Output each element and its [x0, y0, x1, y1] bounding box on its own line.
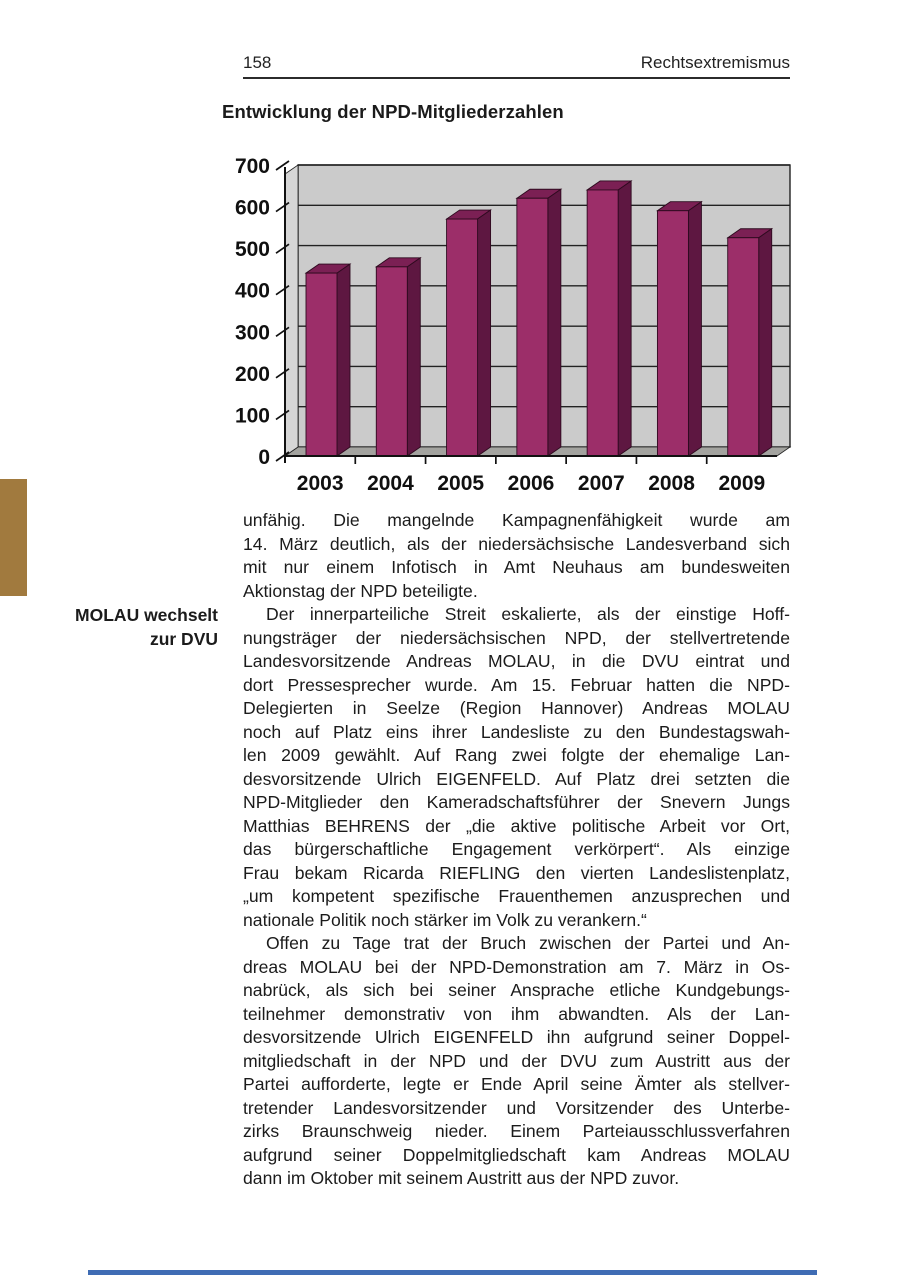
text-line: desvorsitzende Ulrich EIGENFELD ihn aufg…: [243, 1027, 790, 1047]
text-line: Offen zu Tage trat der Bruch zwischen de…: [266, 933, 790, 953]
text-line: Frau bekam Ricarda RIEFLING den vierten …: [243, 862, 790, 883]
text-line: das bürgerschaftliche Engagement verkörp…: [243, 839, 790, 859]
svg-text:2005: 2005: [437, 472, 484, 495]
text-line: aufgrund seiner Doppelmitgliedschaft kam…: [243, 1144, 790, 1165]
svg-text:500: 500: [235, 238, 270, 261]
text-line: nabrück, als sich bei seiner Ansprache e…: [243, 980, 790, 1000]
svg-text:2004: 2004: [367, 472, 414, 495]
page-header: 158 Rechtsextremismus: [243, 53, 790, 75]
text-line: NPD-Mitglieder den Kameradschaftsführer …: [243, 792, 790, 812]
svg-text:100: 100: [235, 404, 270, 427]
svg-text:400: 400: [235, 280, 270, 303]
text-line: dann im Oktober mit seinem Austritt aus …: [243, 1168, 680, 1188]
text-line: mit nur einem Infotisch in Amt Neuhaus a…: [243, 557, 790, 577]
svg-text:600: 600: [235, 197, 270, 220]
membership-bar-chart: 0 100 200 300 400 500 600 700 2003 2004 2005 2006 20…: [235, 155, 792, 495]
svg-text:0: 0: [258, 446, 270, 469]
svg-text:200: 200: [235, 363, 270, 386]
margin-note: MOLAU wechselt zur DVU: [40, 604, 218, 651]
paragraph: unfähig. Die mangelnde Kampagnenfähigkei…: [243, 509, 790, 603]
text-line: Landesvorsitzende Andreas MOLAU, in die …: [243, 651, 790, 671]
text-line: noch auf Platz eins ihrer Landesliste zu…: [243, 721, 790, 742]
svg-text:300: 300: [235, 321, 270, 344]
body-text: unfähig. Die mangelnde Kampagnenfähigkei…: [243, 509, 790, 1191]
svg-text:2007: 2007: [578, 472, 625, 495]
svg-text:2003: 2003: [297, 472, 344, 495]
svg-text:700: 700: [235, 155, 270, 178]
text-line: tretender Landesvorsitzender und Vorsitz…: [243, 1097, 790, 1118]
text-line: nationale Politik noch stärker im Volk z…: [243, 909, 647, 930]
text-line: zirks Braunschweig nieder. Einem Parteia…: [243, 1121, 790, 1141]
paragraph: Der innerparteiliche Streit eskalierte, …: [243, 603, 790, 932]
svg-text:2006: 2006: [508, 472, 555, 495]
footer-accent-bar: [88, 1270, 817, 1275]
margin-note-line: MOLAU wechselt: [75, 605, 218, 625]
text-line: 14. März deutlich, als der niedersächsis…: [243, 533, 790, 554]
text-line: Aktionstag der NPD beteiligte.: [243, 580, 478, 601]
svg-text:2008: 2008: [648, 472, 695, 495]
chapter-edge-tab: [0, 479, 27, 596]
text-line: desvorsitzende Ulrich EIGENFELD. Auf Pla…: [243, 768, 790, 789]
text-line: mitgliedschaft in der NPD und der DVU zu…: [243, 1050, 790, 1071]
running-head: Rechtsextremismus: [640, 53, 790, 72]
text-line: len 2009 gewählt. Auf Rang zwei folgte d…: [243, 745, 790, 765]
section-title: Entwicklung der NPD-Mitgliederzahlen: [222, 101, 564, 123]
paragraph: Offen zu Tage trat der Bruch zwischen de…: [243, 932, 790, 1191]
text-line: teilnehmer demonstrativ von ihm abwandte…: [243, 1003, 790, 1024]
text-line: unfähig. Die mangelnde Kampagnenfähigkei…: [243, 510, 790, 530]
margin-note-line: zur DVU: [149, 628, 218, 649]
text-line: dort Pressesprecher wurde. Am 15. Februa…: [243, 674, 790, 695]
text-line: Partei aufforderte, legte er Ende April …: [243, 1074, 790, 1094]
text-line: „um kompetent spezifische Frauenthemen a…: [243, 886, 790, 906]
text-line: Der innerparteiliche Streit eskalierte, …: [266, 604, 790, 624]
text-line: dreas MOLAU bei der NPD-Demonstration am…: [243, 956, 790, 977]
page-number: 158: [243, 53, 272, 72]
text-line: Delegierten in Seelze (Region Hannover) …: [243, 698, 790, 718]
header-rule: [243, 77, 790, 79]
text-line: Matthias BEHRENS der „die aktive politis…: [243, 815, 790, 836]
svg-text:2009: 2009: [718, 472, 765, 495]
text-line: nungsträger der niedersächsischen NPD, d…: [243, 627, 790, 648]
